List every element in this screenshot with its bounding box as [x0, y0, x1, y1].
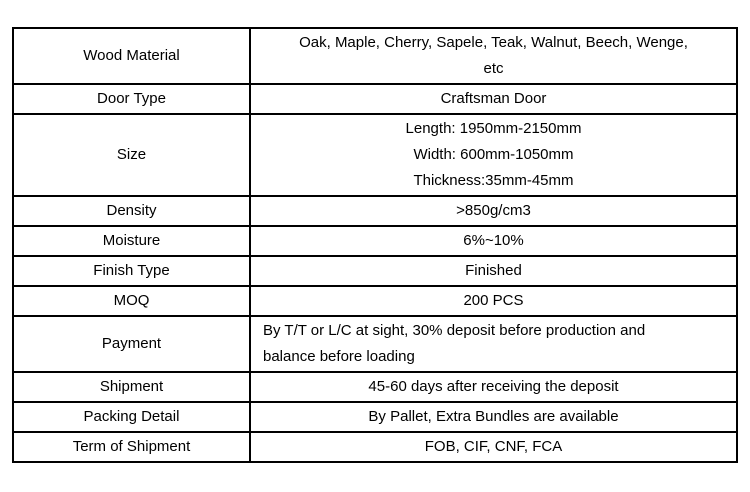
table-row: Wood Material Oak, Maple, Cherry, Sapele,…: [12, 27, 738, 85]
spec-value: FOB, CIF, CNF, FCA: [249, 431, 738, 463]
table-row: Size Length: 1950mm-2150mm Width: 600mm-1…: [12, 113, 738, 197]
spec-label: Finish Type: [12, 255, 251, 287]
table-row: Packing Detail By Pallet, Extra Bundles a…: [12, 401, 738, 433]
spec-label: Door Type: [12, 83, 251, 115]
spec-label: Density: [12, 195, 251, 227]
spec-label: Term of Shipment: [12, 431, 251, 463]
table-row: Shipment 45-60 days after receiving the d…: [12, 371, 738, 403]
spec-value: Craftsman Door: [249, 83, 738, 115]
spec-value: Oak, Maple, Cherry, Sapele, Teak, Walnut…: [249, 27, 738, 85]
spec-value: >850g/cm3: [249, 195, 738, 227]
table-row: Moisture 6%~10%: [12, 225, 738, 257]
product-spec-table-body: Wood Material Oak, Maple, Cherry, Sapele,…: [12, 27, 738, 463]
spec-value: 45-60 days after receiving the deposit: [249, 371, 738, 403]
spec-value: 200 PCS: [249, 285, 738, 317]
spec-value: By Pallet, Extra Bundles are available: [249, 401, 738, 433]
table-row: MOQ 200 PCS: [12, 285, 738, 317]
spec-label: Size: [12, 113, 251, 197]
spec-label: MOQ: [12, 285, 251, 317]
spec-value: 6%~10%: [249, 225, 738, 257]
table-row: Payment By T/T or L/C at sight, 30% depos…: [12, 315, 738, 373]
spec-value: Finished: [249, 255, 738, 287]
spec-value: By T/T or L/C at sight, 30% deposit befo…: [249, 315, 738, 373]
product-spec-section: Wood Material Oak, Maple, Cherry, Sapele,…: [12, 27, 738, 463]
table-row: Finish Type Finished: [12, 255, 738, 287]
spec-label: Payment: [12, 315, 251, 373]
spec-label: Packing Detail: [12, 401, 251, 433]
spec-label: Moisture: [12, 225, 251, 257]
spec-label: Wood Material: [12, 27, 251, 85]
table-row: Door Type Craftsman Door: [12, 83, 738, 115]
table-row: Density >850g/cm3: [12, 195, 738, 227]
table-row: Term of Shipment FOB, CIF, CNF, FCA: [12, 431, 738, 463]
spec-label: Shipment: [12, 371, 251, 403]
product-spec-table: Wood Material Oak, Maple, Cherry, Sapele,…: [12, 27, 738, 463]
spec-value: Length: 1950mm-2150mm Width: 600mm-1050m…: [249, 113, 738, 197]
